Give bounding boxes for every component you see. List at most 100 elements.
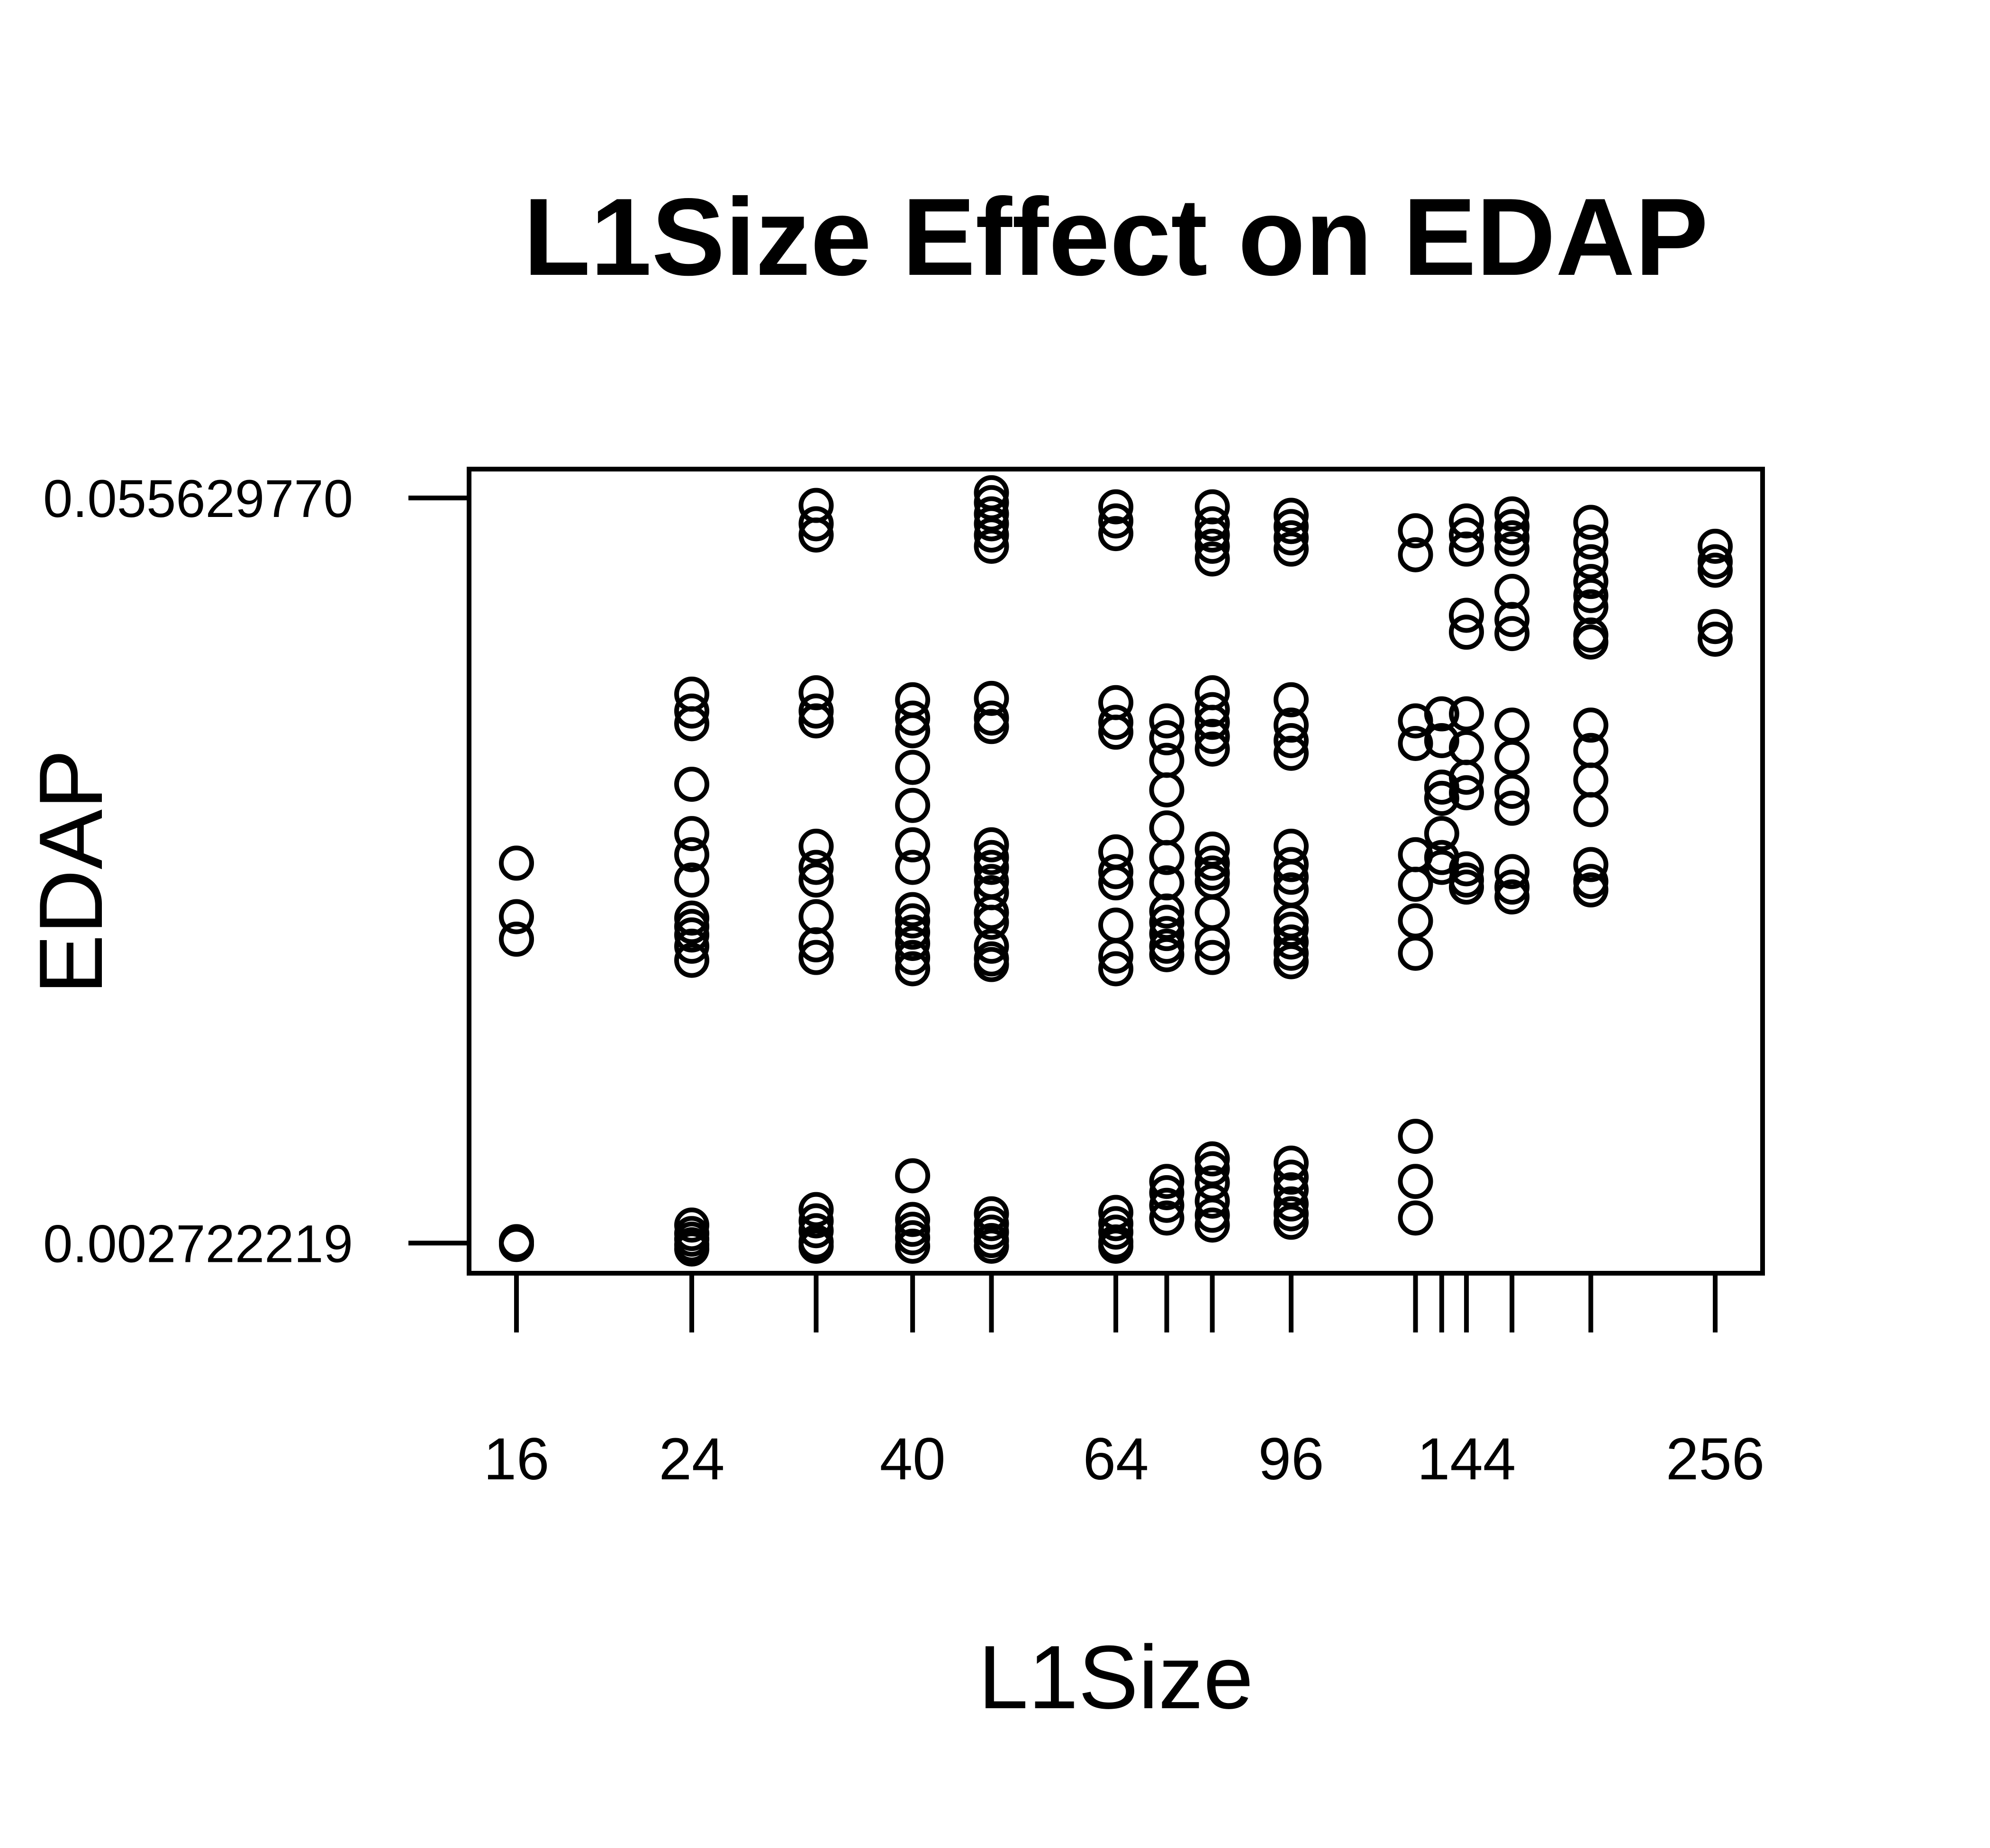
data-point: [1194, 1141, 1230, 1177]
data-point: [974, 928, 1009, 964]
data-point: [1194, 1183, 1230, 1219]
data-point: [674, 693, 709, 729]
data-point: [674, 862, 709, 898]
data-point: [1273, 520, 1309, 556]
data-point: [1273, 1160, 1309, 1195]
data-point: [1098, 1214, 1133, 1250]
data-point: [1424, 816, 1459, 852]
data-point: [1149, 703, 1185, 739]
data-point: [674, 917, 709, 953]
data-point: [1398, 935, 1433, 971]
data-point: [674, 706, 709, 742]
data-point: [1573, 524, 1609, 560]
data-point: [798, 828, 834, 864]
data-point: [1573, 578, 1609, 613]
data-point: [895, 1202, 931, 1237]
data-point: [499, 845, 534, 881]
data-point: [1194, 506, 1230, 542]
data-point: [1448, 775, 1484, 810]
data-point: [674, 767, 709, 802]
x-tick-label: 24: [659, 1426, 724, 1492]
data-point: [974, 895, 1009, 930]
data-point: [1494, 573, 1530, 609]
data-point: [1398, 537, 1433, 572]
data-point: [1194, 705, 1230, 740]
data-point: [1494, 870, 1530, 905]
data-point: [1194, 517, 1230, 553]
data-point: [1573, 564, 1609, 599]
data-point: [1448, 760, 1484, 795]
data-point: [1273, 498, 1309, 533]
data-point: [895, 700, 931, 736]
data-point: [974, 850, 1009, 885]
data-point: [1494, 707, 1530, 743]
x-axis-label: L1Size: [978, 1627, 1254, 1728]
data-point: [895, 788, 931, 823]
x-tick-label: 16: [483, 1426, 549, 1492]
data-point: [1494, 879, 1530, 915]
data-point: [798, 927, 834, 962]
data-point: [798, 1213, 834, 1249]
data-point: [974, 947, 1009, 982]
data-point: [1098, 715, 1133, 750]
data-point: [974, 517, 1009, 553]
chart-title: L1Size Effect on EDAP: [524, 176, 1709, 299]
data-point: [1494, 496, 1530, 532]
data-point: [1149, 1187, 1185, 1223]
x-tick-label: 40: [880, 1426, 946, 1492]
data-point: [1149, 840, 1185, 875]
data-point: [674, 837, 709, 872]
data-point: [1573, 624, 1609, 660]
data-point: [1573, 617, 1609, 653]
data-point: [1573, 544, 1609, 580]
data-point: [1573, 762, 1609, 798]
data-point: [1494, 509, 1530, 544]
data-point: [1398, 1200, 1433, 1236]
data-point: [1494, 602, 1530, 637]
data-point: [1098, 516, 1133, 552]
data-point: [1494, 773, 1530, 809]
data-point: [1698, 609, 1733, 644]
data-point: [1194, 528, 1230, 564]
data-point: [798, 693, 834, 729]
x-axis: 16 24 40 64 96 144 256: [483, 1273, 1764, 1492]
data-point: [974, 840, 1009, 875]
data-point: [1273, 509, 1309, 544]
data-point: [1424, 780, 1459, 816]
data-point: [1494, 616, 1530, 652]
data-point: [798, 850, 834, 885]
data-point: [1149, 720, 1185, 756]
data-point: [1494, 520, 1530, 556]
y-tick-label: 0.002722219: [43, 1214, 353, 1273]
data-point: [1098, 865, 1133, 901]
data-point: [895, 850, 931, 885]
data-point: [1098, 938, 1133, 974]
data-points: [499, 475, 1733, 1267]
data-point: [1149, 916, 1185, 951]
data-point: [798, 506, 834, 542]
data-point: [1448, 870, 1484, 905]
y-axis-label: EDAP: [21, 749, 121, 994]
data-point: [1194, 719, 1230, 754]
data-point: [1194, 925, 1230, 961]
data-point: [895, 940, 931, 975]
data-point: [1273, 531, 1309, 567]
x-tick-label: 144: [1417, 1426, 1516, 1492]
data-point: [895, 750, 931, 785]
data-point: [1494, 531, 1530, 567]
data-point: [798, 517, 834, 553]
data-point: [1149, 893, 1185, 929]
data-point: [1194, 940, 1230, 975]
data-point: [1098, 907, 1133, 943]
data-point: [1494, 790, 1530, 826]
data-point: [1098, 951, 1133, 987]
data-point: [1424, 696, 1459, 732]
data-point: [895, 925, 931, 961]
data-point: [895, 903, 931, 939]
data-point: [1149, 772, 1185, 808]
data-point: [1194, 541, 1230, 577]
data-point: [1273, 1186, 1309, 1222]
data-point: [1273, 1205, 1309, 1240]
data-point: [798, 940, 834, 975]
